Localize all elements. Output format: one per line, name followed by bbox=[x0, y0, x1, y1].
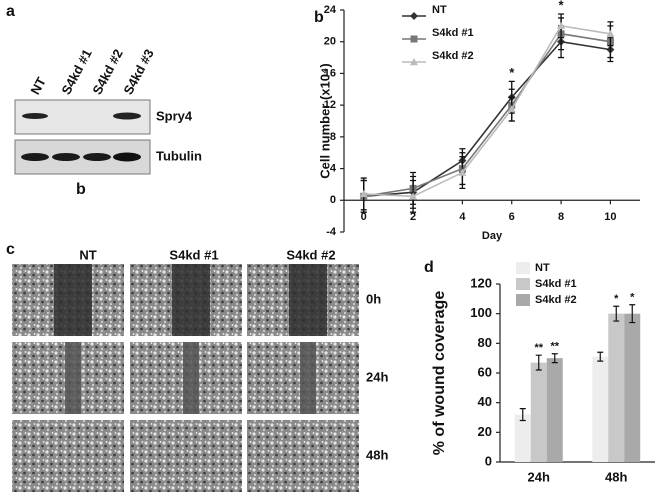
error-bar bbox=[597, 351, 604, 362]
wound-gap bbox=[183, 342, 199, 414]
row-label: 24h bbox=[366, 369, 388, 384]
wound-gap bbox=[172, 264, 210, 336]
lane-label: S4kd #3 bbox=[120, 47, 156, 97]
wound-gap bbox=[300, 342, 316, 414]
y-tick-label: -4 bbox=[326, 226, 337, 238]
marker bbox=[458, 168, 467, 176]
blot-band bbox=[113, 152, 141, 162]
legend-swatch bbox=[516, 262, 530, 274]
x-tick-label: 4 bbox=[459, 211, 466, 223]
blot-row-label: Spry4 bbox=[156, 108, 193, 123]
x-tick-label: 48h bbox=[605, 469, 627, 484]
panel-label: a bbox=[6, 3, 15, 20]
row-label: 48h bbox=[366, 447, 388, 462]
line bbox=[363, 32, 611, 198]
bar bbox=[546, 358, 563, 462]
error-bar bbox=[519, 408, 526, 422]
bar bbox=[592, 356, 609, 462]
legend-label: NT bbox=[535, 262, 550, 274]
marker bbox=[409, 192, 418, 200]
error-bar bbox=[551, 353, 558, 364]
y-tick-label: 60 bbox=[478, 364, 492, 379]
legend-marker bbox=[410, 58, 418, 66]
x-tick-label: 10 bbox=[604, 211, 616, 223]
micrograph bbox=[130, 420, 242, 492]
column-label: S4kd #1 bbox=[169, 247, 218, 262]
bar bbox=[608, 313, 625, 462]
y-axis-label: % of wound coverage bbox=[431, 291, 448, 456]
y-tick-label: 20 bbox=[478, 424, 492, 439]
annotation: * bbox=[509, 65, 515, 80]
x-tick-label: 0 bbox=[361, 211, 367, 223]
micrograph bbox=[12, 420, 124, 492]
panel-label: b bbox=[314, 9, 324, 26]
y-tick-label: 100 bbox=[470, 305, 492, 320]
x-tick-label: 2 bbox=[410, 211, 416, 223]
line bbox=[363, 24, 611, 198]
legend-label: S4kd #2 bbox=[432, 50, 474, 62]
legend-swatch bbox=[516, 278, 530, 290]
legend-marker bbox=[410, 35, 418, 43]
blot-band bbox=[113, 112, 141, 120]
panel-label: d bbox=[424, 259, 434, 276]
wound-gap bbox=[54, 264, 92, 336]
legend-label: S4kd #1 bbox=[432, 27, 474, 39]
y-tick-label: 16 bbox=[324, 67, 336, 79]
legend-label: S4kd #1 bbox=[535, 278, 577, 290]
marker bbox=[557, 21, 566, 30]
legend-label: S4kd #2 bbox=[535, 294, 577, 306]
blot-band bbox=[52, 153, 80, 161]
legend-marker bbox=[410, 12, 418, 20]
column-label: NT bbox=[79, 247, 96, 262]
legend-swatch bbox=[516, 294, 530, 306]
y-tick-label: 80 bbox=[478, 335, 492, 350]
row-label: 0h bbox=[366, 291, 381, 306]
legend-label: NT bbox=[432, 4, 447, 16]
x-tick-label: 6 bbox=[509, 211, 515, 223]
y-axis-label: Cell number (x10⁴) bbox=[317, 63, 332, 179]
line bbox=[363, 40, 611, 198]
y-tick-label: 40 bbox=[478, 394, 492, 409]
y-tick-label: 120 bbox=[470, 275, 492, 290]
y-tick-label: 24 bbox=[324, 4, 337, 16]
y-tick-label: 4 bbox=[330, 162, 337, 174]
bar bbox=[514, 414, 531, 462]
error-bar bbox=[613, 305, 620, 322]
y-tick-label: 20 bbox=[324, 36, 336, 48]
blot-band bbox=[83, 153, 111, 161]
marker bbox=[507, 105, 516, 113]
marker bbox=[606, 29, 615, 37]
marker bbox=[359, 189, 368, 198]
bar bbox=[624, 313, 641, 462]
column-label: S4kd #2 bbox=[286, 247, 335, 262]
y-tick-label: 0 bbox=[485, 453, 492, 468]
y-tick-label: 12 bbox=[324, 99, 336, 111]
x-axis-label: Day bbox=[482, 230, 503, 242]
error-bar bbox=[535, 354, 542, 371]
y-tick-label: 8 bbox=[330, 131, 336, 143]
micrograph bbox=[247, 420, 359, 492]
blot-band bbox=[22, 113, 48, 119]
panel-label: c bbox=[6, 241, 15, 258]
error-bar bbox=[629, 304, 636, 324]
bar bbox=[530, 362, 547, 462]
y-tick-label: 0 bbox=[330, 194, 336, 206]
x-tick-label: 24h bbox=[528, 469, 550, 484]
annotation: ** bbox=[550, 341, 559, 353]
lane-label: NT bbox=[27, 75, 48, 97]
x-tick-label: 8 bbox=[558, 211, 564, 223]
annotation: ** bbox=[534, 342, 543, 354]
annotation: * bbox=[630, 292, 635, 304]
blot-band bbox=[21, 153, 49, 161]
annotation: * bbox=[614, 293, 619, 305]
wound-gap bbox=[289, 264, 327, 336]
wound-gap bbox=[65, 342, 81, 414]
blot-row-label: Tubulin bbox=[156, 148, 202, 163]
micrographs: NT S4kd #1 S4kd #2 0h 24h 48h bbox=[12, 247, 388, 492]
blot-caption: b bbox=[76, 181, 86, 198]
annotation: * bbox=[559, 0, 565, 12]
